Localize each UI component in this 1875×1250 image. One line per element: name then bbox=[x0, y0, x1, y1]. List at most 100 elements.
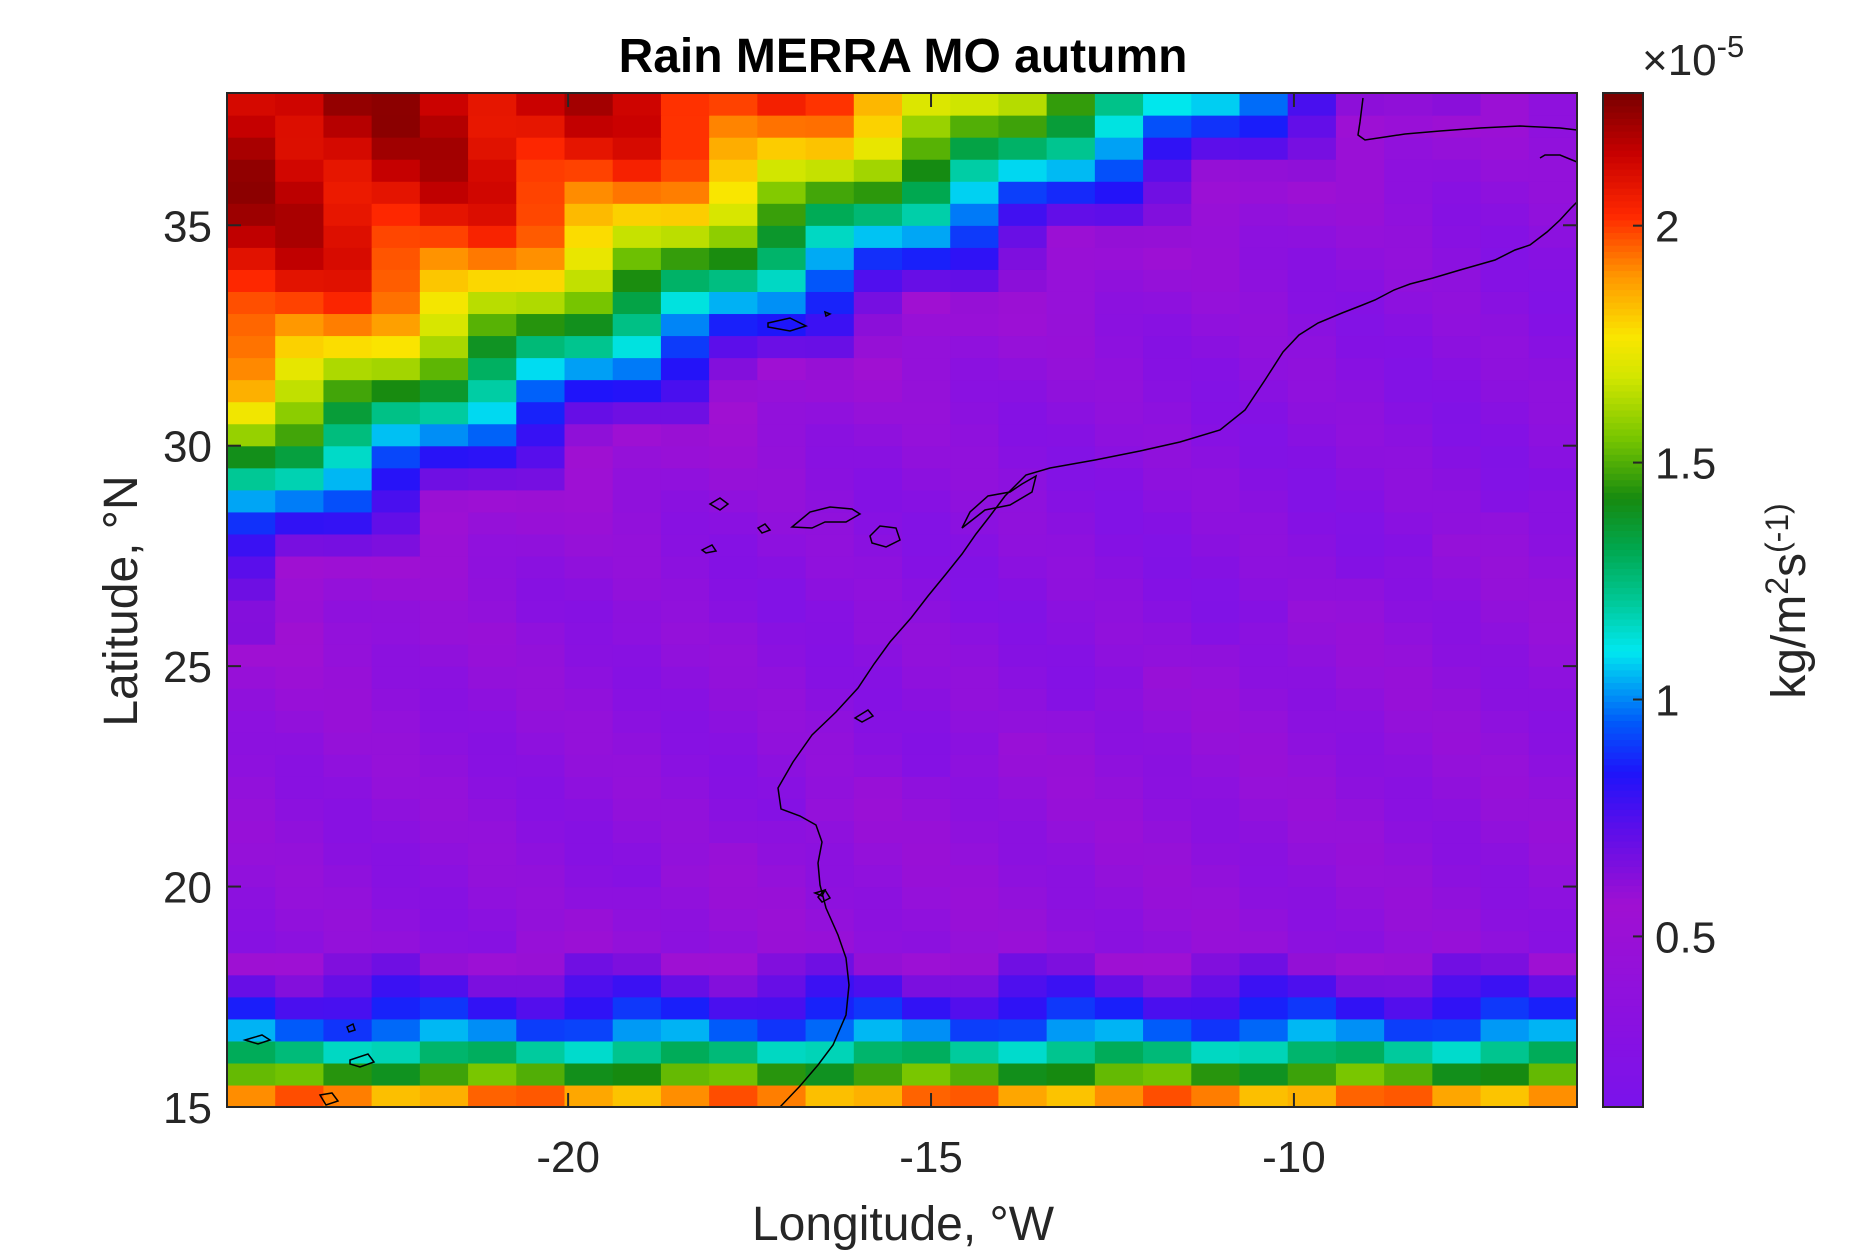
heatmap-cell bbox=[323, 159, 373, 182]
y-tick-label: 25 bbox=[163, 643, 212, 692]
colorbar-swatch bbox=[1603, 257, 1643, 265]
heatmap-cell bbox=[757, 335, 807, 359]
heatmap-cell bbox=[468, 600, 517, 623]
colorbar-swatch bbox=[1603, 1024, 1643, 1032]
heatmap-cell bbox=[1191, 930, 1241, 954]
heatmap-cell bbox=[1384, 1040, 1433, 1064]
heatmap-cell bbox=[660, 908, 710, 932]
heatmap-cell bbox=[853, 952, 903, 976]
heatmap-cell bbox=[371, 357, 421, 381]
heatmap-cell bbox=[564, 291, 614, 315]
heatmap-cell bbox=[902, 908, 951, 932]
heatmap-cell bbox=[805, 115, 855, 138]
heatmap-cell bbox=[709, 732, 758, 755]
heatmap-cell bbox=[950, 269, 1000, 292]
colorbar-swatch bbox=[1603, 840, 1643, 848]
heatmap-cell bbox=[1094, 511, 1144, 535]
colorbar-swatch bbox=[1603, 992, 1643, 1000]
heatmap-cell bbox=[757, 423, 807, 447]
heatmap-cell bbox=[1094, 644, 1144, 667]
heatmap-cell bbox=[998, 1018, 1048, 1042]
heatmap-cell bbox=[1191, 820, 1241, 844]
heatmap-cell bbox=[1335, 137, 1385, 160]
heatmap-cell bbox=[419, 511, 469, 535]
heatmap-cell bbox=[853, 115, 903, 138]
heatmap-cell bbox=[757, 291, 807, 315]
heatmap-cell bbox=[1239, 1062, 1289, 1086]
heatmap-cell bbox=[1239, 798, 1289, 822]
heatmap-cell bbox=[853, 181, 903, 204]
heatmap-cell bbox=[1287, 666, 1337, 689]
heatmap-cell bbox=[612, 115, 662, 138]
heatmap-cell bbox=[1287, 313, 1337, 337]
heatmap-cell bbox=[371, 776, 421, 799]
heatmap-cell bbox=[564, 622, 614, 645]
heatmap-cell bbox=[516, 644, 566, 667]
heatmap-cell bbox=[1384, 666, 1433, 689]
heatmap-cell bbox=[805, 445, 855, 469]
heatmap-cell bbox=[1432, 886, 1482, 910]
heatmap-cell bbox=[1480, 379, 1530, 403]
heatmap-cell bbox=[419, 379, 469, 403]
heatmap-cell bbox=[468, 335, 517, 359]
heatmap-cell bbox=[709, 996, 758, 1020]
heatmap-cell bbox=[227, 644, 276, 667]
heatmap-cell bbox=[1094, 776, 1144, 799]
heatmap-cell bbox=[275, 1018, 325, 1042]
heatmap-cell bbox=[1287, 423, 1337, 447]
heatmap-cell bbox=[1287, 181, 1337, 204]
heatmap-cell bbox=[612, 930, 662, 954]
heatmap-cell bbox=[1528, 401, 1578, 425]
heatmap-cell bbox=[612, 225, 662, 248]
heatmap-cell bbox=[1335, 511, 1385, 535]
heatmap-cell bbox=[1239, 666, 1289, 689]
heatmap-cell bbox=[564, 886, 614, 910]
heatmap-cell bbox=[1239, 489, 1289, 513]
heatmap-cell bbox=[709, 644, 758, 667]
heatmap-cell bbox=[805, 820, 855, 844]
heatmap-cell bbox=[998, 798, 1048, 822]
heatmap-cell bbox=[1046, 842, 1096, 866]
heatmap-cell bbox=[1191, 511, 1241, 535]
heatmap-cell bbox=[1287, 379, 1337, 403]
heatmap-cell bbox=[950, 732, 1000, 755]
heatmap-cell bbox=[660, 1018, 710, 1042]
heatmap-cell bbox=[757, 511, 807, 535]
heatmap-cell bbox=[612, 445, 662, 469]
heatmap-cell bbox=[1335, 688, 1385, 711]
heatmap-cell bbox=[709, 533, 758, 557]
heatmap-cell bbox=[950, 313, 1000, 337]
heatmap-cell bbox=[612, 710, 662, 733]
heatmap-cell bbox=[1480, 864, 1530, 888]
heatmap-cell bbox=[516, 666, 566, 689]
heatmap-cell bbox=[1046, 379, 1096, 403]
heatmap-cell bbox=[902, 203, 951, 226]
colorbar-swatch bbox=[1603, 428, 1643, 436]
heatmap-cell bbox=[709, 379, 758, 403]
heatmap-cell bbox=[468, 533, 517, 557]
heatmap-cell bbox=[1384, 335, 1433, 359]
heatmap-cell bbox=[1143, 688, 1192, 711]
heatmap-cell bbox=[1239, 1084, 1289, 1108]
heatmap-cell bbox=[1480, 489, 1530, 513]
heatmap-cell bbox=[1528, 489, 1578, 513]
heatmap-cell bbox=[1432, 313, 1482, 337]
heatmap-cell bbox=[1287, 357, 1337, 381]
heatmap-cell bbox=[853, 159, 903, 182]
heatmap-cell bbox=[275, 577, 325, 601]
heatmap-cell bbox=[902, 357, 951, 381]
heatmap-cell bbox=[227, 820, 276, 844]
colorbar-swatch bbox=[1603, 948, 1643, 956]
heatmap-cell bbox=[419, 732, 469, 755]
heatmap-cell bbox=[1094, 335, 1144, 359]
heatmap-cell bbox=[709, 115, 758, 138]
heatmap-cell bbox=[516, 886, 566, 910]
heatmap-cell bbox=[757, 1062, 807, 1086]
heatmap-cell bbox=[516, 445, 566, 469]
heatmap-cell bbox=[709, 1062, 758, 1086]
heatmap-cell bbox=[757, 357, 807, 381]
heatmap-cell bbox=[1335, 357, 1385, 381]
heatmap-cell bbox=[227, 666, 276, 689]
heatmap-cell bbox=[1094, 357, 1144, 381]
heatmap-cell bbox=[1480, 1018, 1530, 1042]
